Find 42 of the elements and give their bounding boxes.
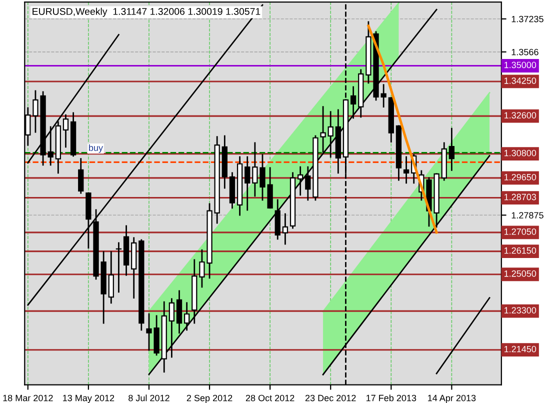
candlestick (403, 156, 410, 184)
y-tick-label: 1.27875 (512, 212, 544, 218)
candlestick (380, 84, 386, 108)
ref-line-label: 1.21450 (504, 346, 536, 352)
x-tick-label: 8 Jul 2012 (128, 394, 170, 402)
candlestick (328, 111, 334, 158)
text: EURUSD,Weekly 1.31147 1.32006 1.30019 1.30571 (32, 8, 260, 17)
candlestick (108, 251, 114, 304)
candlestick (244, 156, 250, 211)
annotation: buy (89, 144, 103, 153)
candlestick (78, 158, 84, 194)
candlestick (176, 290, 182, 334)
x-tick-label: 14 Apr 2013 (428, 394, 476, 403)
ref-line-label: 1.30800 (504, 150, 536, 156)
x-tick-label: 28 Oct 2012 (246, 394, 294, 402)
candlestick (298, 166, 304, 196)
candlestick (62, 114, 69, 148)
ref-line-label: 1.27050 (504, 228, 536, 235)
ref-line-label: 1.28703 (504, 194, 536, 200)
x-tick-label: 23 Dec 2012 (305, 394, 356, 402)
ref-line-label: 1.25050 (504, 270, 536, 277)
candlestick (116, 242, 122, 293)
ref-line-label: 1.26150 (504, 247, 536, 254)
x-tick-label: 13 May 2012 (63, 394, 114, 403)
ref-line-label: 1.35000 (504, 62, 536, 68)
candlestick (320, 106, 326, 153)
ref-line-label: 1.29650 (504, 174, 536, 180)
x-tick-label: 2 Sep 2012 (186, 394, 232, 403)
candlestick (448, 128, 455, 171)
y-tick-label: 1.37235 (512, 16, 544, 22)
x-tick-label: 17 Feb 2013 (366, 394, 416, 402)
y-tick-label: 1.3566 (512, 48, 538, 56)
x-tick-label: 18 Mar 2012 (3, 394, 53, 402)
ref-line-label: 1.34250 (504, 78, 536, 84)
ref-line-label: 1.23300 (504, 307, 536, 314)
candlestick (282, 213, 288, 245)
line-series (367, 24, 438, 234)
ref-line-label: 1.32600 (504, 112, 536, 118)
candlestick (350, 86, 356, 119)
candlestick (168, 298, 175, 358)
candlestick (305, 166, 311, 201)
candlestick (184, 302, 190, 331)
